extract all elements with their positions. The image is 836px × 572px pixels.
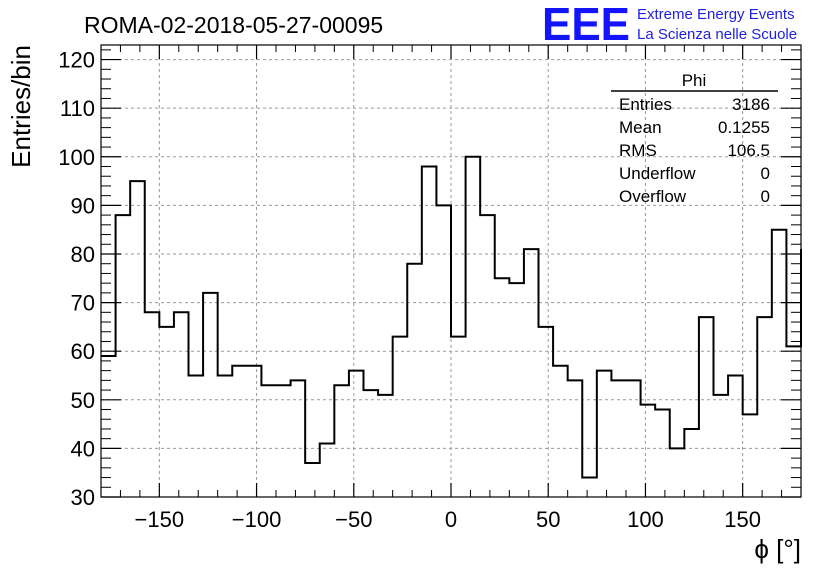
run-title: ROMA-02-2018-05-27-00095 bbox=[84, 12, 383, 38]
x-tick-label: −150 bbox=[135, 507, 185, 532]
stats-label-overflow: Overflow bbox=[619, 187, 687, 206]
x-axis: −150 −100 −50 0 50 100 150 bbox=[100, 45, 802, 532]
x-tick-label: 50 bbox=[536, 507, 560, 532]
y-tick-label: 120 bbox=[58, 48, 95, 73]
stats-value-rms: 106.5 bbox=[727, 141, 770, 160]
x-tick-label: 100 bbox=[627, 507, 664, 532]
x-tick-label: −50 bbox=[335, 507, 372, 532]
stats-label-mean: Mean bbox=[619, 118, 662, 137]
org-name: Extreme Energy Events bbox=[637, 6, 795, 23]
y-tick-label: 70 bbox=[71, 291, 95, 316]
y-tick-label: 90 bbox=[71, 193, 95, 218]
stats-value-entries: 3186 bbox=[732, 95, 770, 114]
x-tick-label: 0 bbox=[445, 507, 457, 532]
stats-title: Phi bbox=[682, 71, 707, 90]
y-axis-label: Entries/bin bbox=[6, 45, 36, 168]
x-tick-label: −100 bbox=[232, 507, 282, 532]
org-subtitle: La Scienza nelle Scuole bbox=[637, 26, 797, 43]
y-tick-label: 110 bbox=[60, 96, 95, 121]
x-tick-label: 150 bbox=[724, 507, 761, 532]
stats-box: Phi Entries 3186 Mean 0.1255 RMS 106.5 U… bbox=[611, 71, 778, 206]
y-tick-label: 50 bbox=[71, 388, 95, 413]
histogram-line bbox=[101, 155, 802, 479]
y-tick-label: 30 bbox=[71, 485, 95, 510]
stats-value-underflow: 0 bbox=[761, 164, 770, 183]
stats-value-mean: 0.1255 bbox=[718, 118, 770, 137]
x-axis-label: ϕ [°] bbox=[754, 534, 801, 564]
stats-label-underflow: Underflow bbox=[619, 164, 696, 183]
y-tick-label: 60 bbox=[71, 339, 95, 364]
stats-label-entries: Entries bbox=[619, 95, 672, 114]
y-tick-label: 100 bbox=[58, 145, 95, 170]
stats-value-overflow: 0 bbox=[761, 187, 770, 206]
y-tick-label: 40 bbox=[71, 436, 95, 461]
y-tick-label: 80 bbox=[71, 242, 95, 267]
stats-label-rms: RMS bbox=[619, 141, 657, 160]
y-axis: 30 40 50 60 70 80 90 100 110 120 bbox=[58, 48, 801, 510]
eee-logo: EEE bbox=[542, 0, 630, 50]
